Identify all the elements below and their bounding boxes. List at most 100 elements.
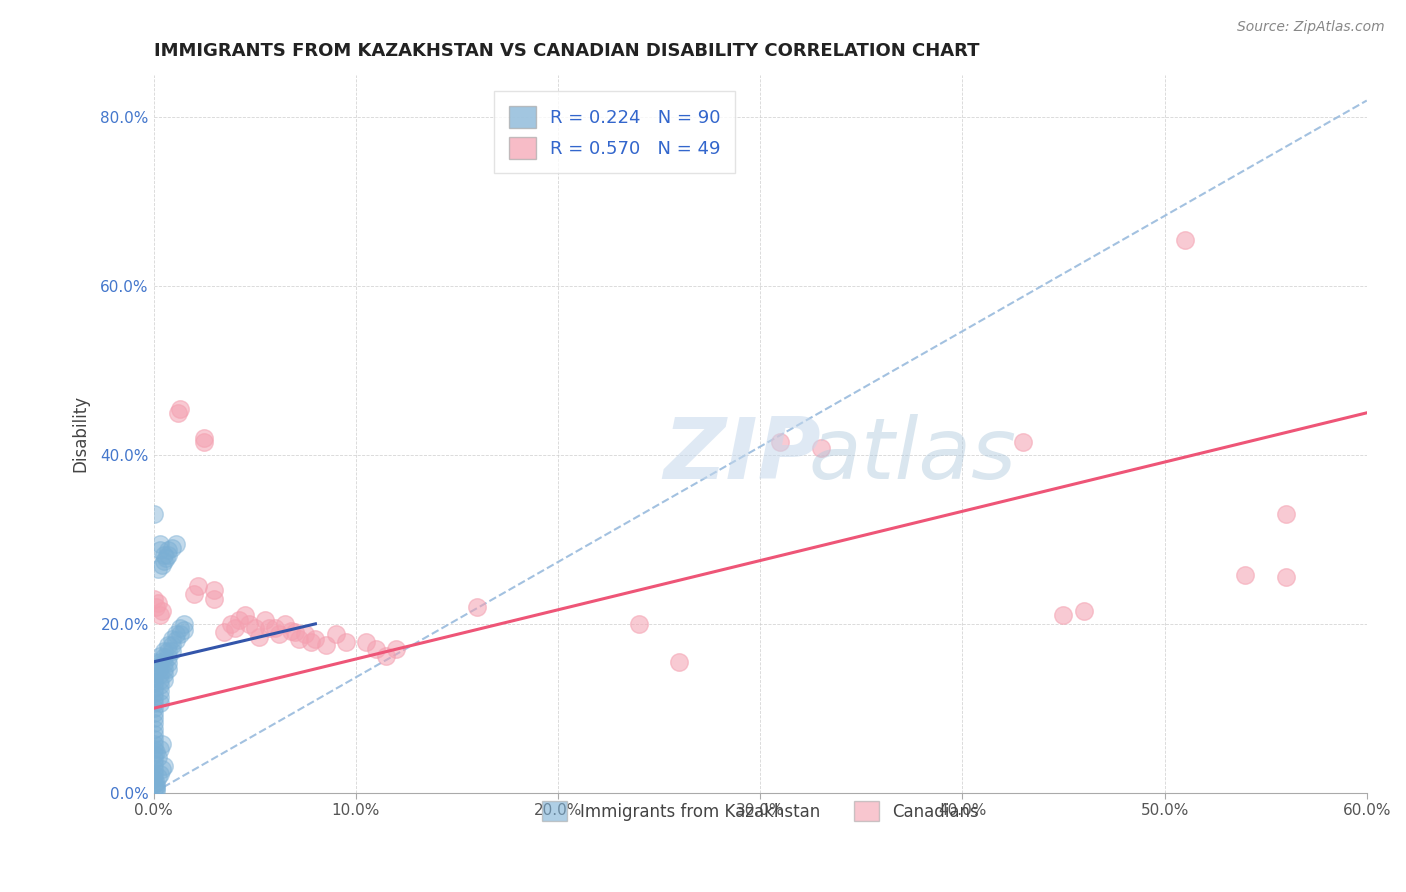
Point (193, 435, 215, 450)
Point (142, 701, 165, 715)
Point (142, 691, 165, 706)
Point (153, 548, 176, 562)
Point (167, 406, 190, 420)
Point (150, 737, 173, 751)
Point (233, 608, 256, 623)
Point (149, 678, 172, 692)
Point (142, 731, 165, 746)
Point (145, 599, 167, 614)
Point (142, 507, 165, 521)
Point (153, 673, 176, 688)
Point (253, 613, 276, 627)
Point (193, 431, 215, 445)
Point (142, 756, 165, 771)
Point (142, 686, 165, 700)
Point (142, 716, 165, 731)
Point (173, 623, 195, 637)
Point (149, 666, 172, 681)
Point (335, 635, 357, 649)
Point (202, 591, 225, 606)
Point (149, 661, 172, 675)
Point (325, 627, 347, 641)
Point (150, 558, 173, 572)
Point (145, 779, 167, 793)
Point (150, 604, 173, 618)
Point (183, 587, 205, 601)
Legend: Immigrants from Kazakhstan, Canadians: Immigrants from Kazakhstan, Canadians (529, 788, 993, 835)
Point (145, 784, 167, 798)
Point (1174, 233, 1197, 247)
Point (304, 632, 326, 646)
Point (169, 401, 191, 416)
Point (354, 635, 377, 649)
Point (294, 627, 316, 641)
Point (284, 625, 307, 640)
Point (299, 635, 322, 649)
Point (142, 772, 165, 786)
Point (153, 644, 176, 658)
Point (145, 781, 167, 796)
Point (149, 684, 172, 698)
Text: Source: ZipAtlas.com: Source: ZipAtlas.com (1237, 20, 1385, 34)
Point (142, 722, 165, 736)
Point (153, 662, 176, 676)
Point (156, 638, 179, 652)
Point (169, 621, 191, 635)
Point (156, 549, 179, 563)
Point (228, 613, 250, 627)
Point (375, 648, 398, 663)
Point (238, 616, 260, 631)
Point (146, 750, 169, 764)
Point (274, 616, 297, 631)
Point (142, 747, 165, 761)
Point (1275, 570, 1298, 584)
Point (142, 661, 165, 675)
Point (315, 638, 337, 652)
Point (1052, 608, 1074, 623)
Point (155, 551, 177, 566)
Point (142, 737, 165, 751)
Point (153, 667, 176, 681)
Point (149, 696, 172, 710)
Point (153, 758, 176, 772)
Point (173, 616, 195, 631)
Point (142, 696, 165, 710)
Point (142, 665, 165, 680)
Point (288, 632, 311, 646)
Point (149, 741, 172, 756)
Point (187, 579, 209, 593)
Point (146, 771, 169, 785)
Point (142, 762, 165, 776)
Point (146, 596, 169, 610)
Text: atlas: atlas (808, 414, 1017, 497)
Point (219, 616, 242, 631)
Point (169, 627, 191, 641)
Point (810, 442, 832, 456)
Point (145, 775, 167, 789)
Point (149, 673, 172, 687)
Point (156, 662, 179, 676)
Point (1073, 604, 1095, 618)
Point (142, 726, 165, 740)
Point (243, 621, 266, 635)
Point (146, 562, 169, 576)
Point (142, 777, 165, 791)
Point (149, 542, 172, 557)
Point (165, 632, 187, 647)
Point (142, 752, 165, 766)
Point (142, 676, 165, 690)
Point (142, 681, 165, 695)
Point (1012, 435, 1035, 450)
Point (150, 762, 173, 776)
Point (156, 644, 179, 658)
Point (264, 621, 287, 635)
Point (160, 541, 183, 555)
Point (149, 536, 172, 550)
Point (214, 625, 236, 640)
Point (385, 642, 408, 657)
Point (247, 630, 270, 644)
Point (280, 624, 302, 638)
Point (142, 655, 165, 669)
Point (149, 608, 172, 623)
Point (156, 649, 179, 664)
